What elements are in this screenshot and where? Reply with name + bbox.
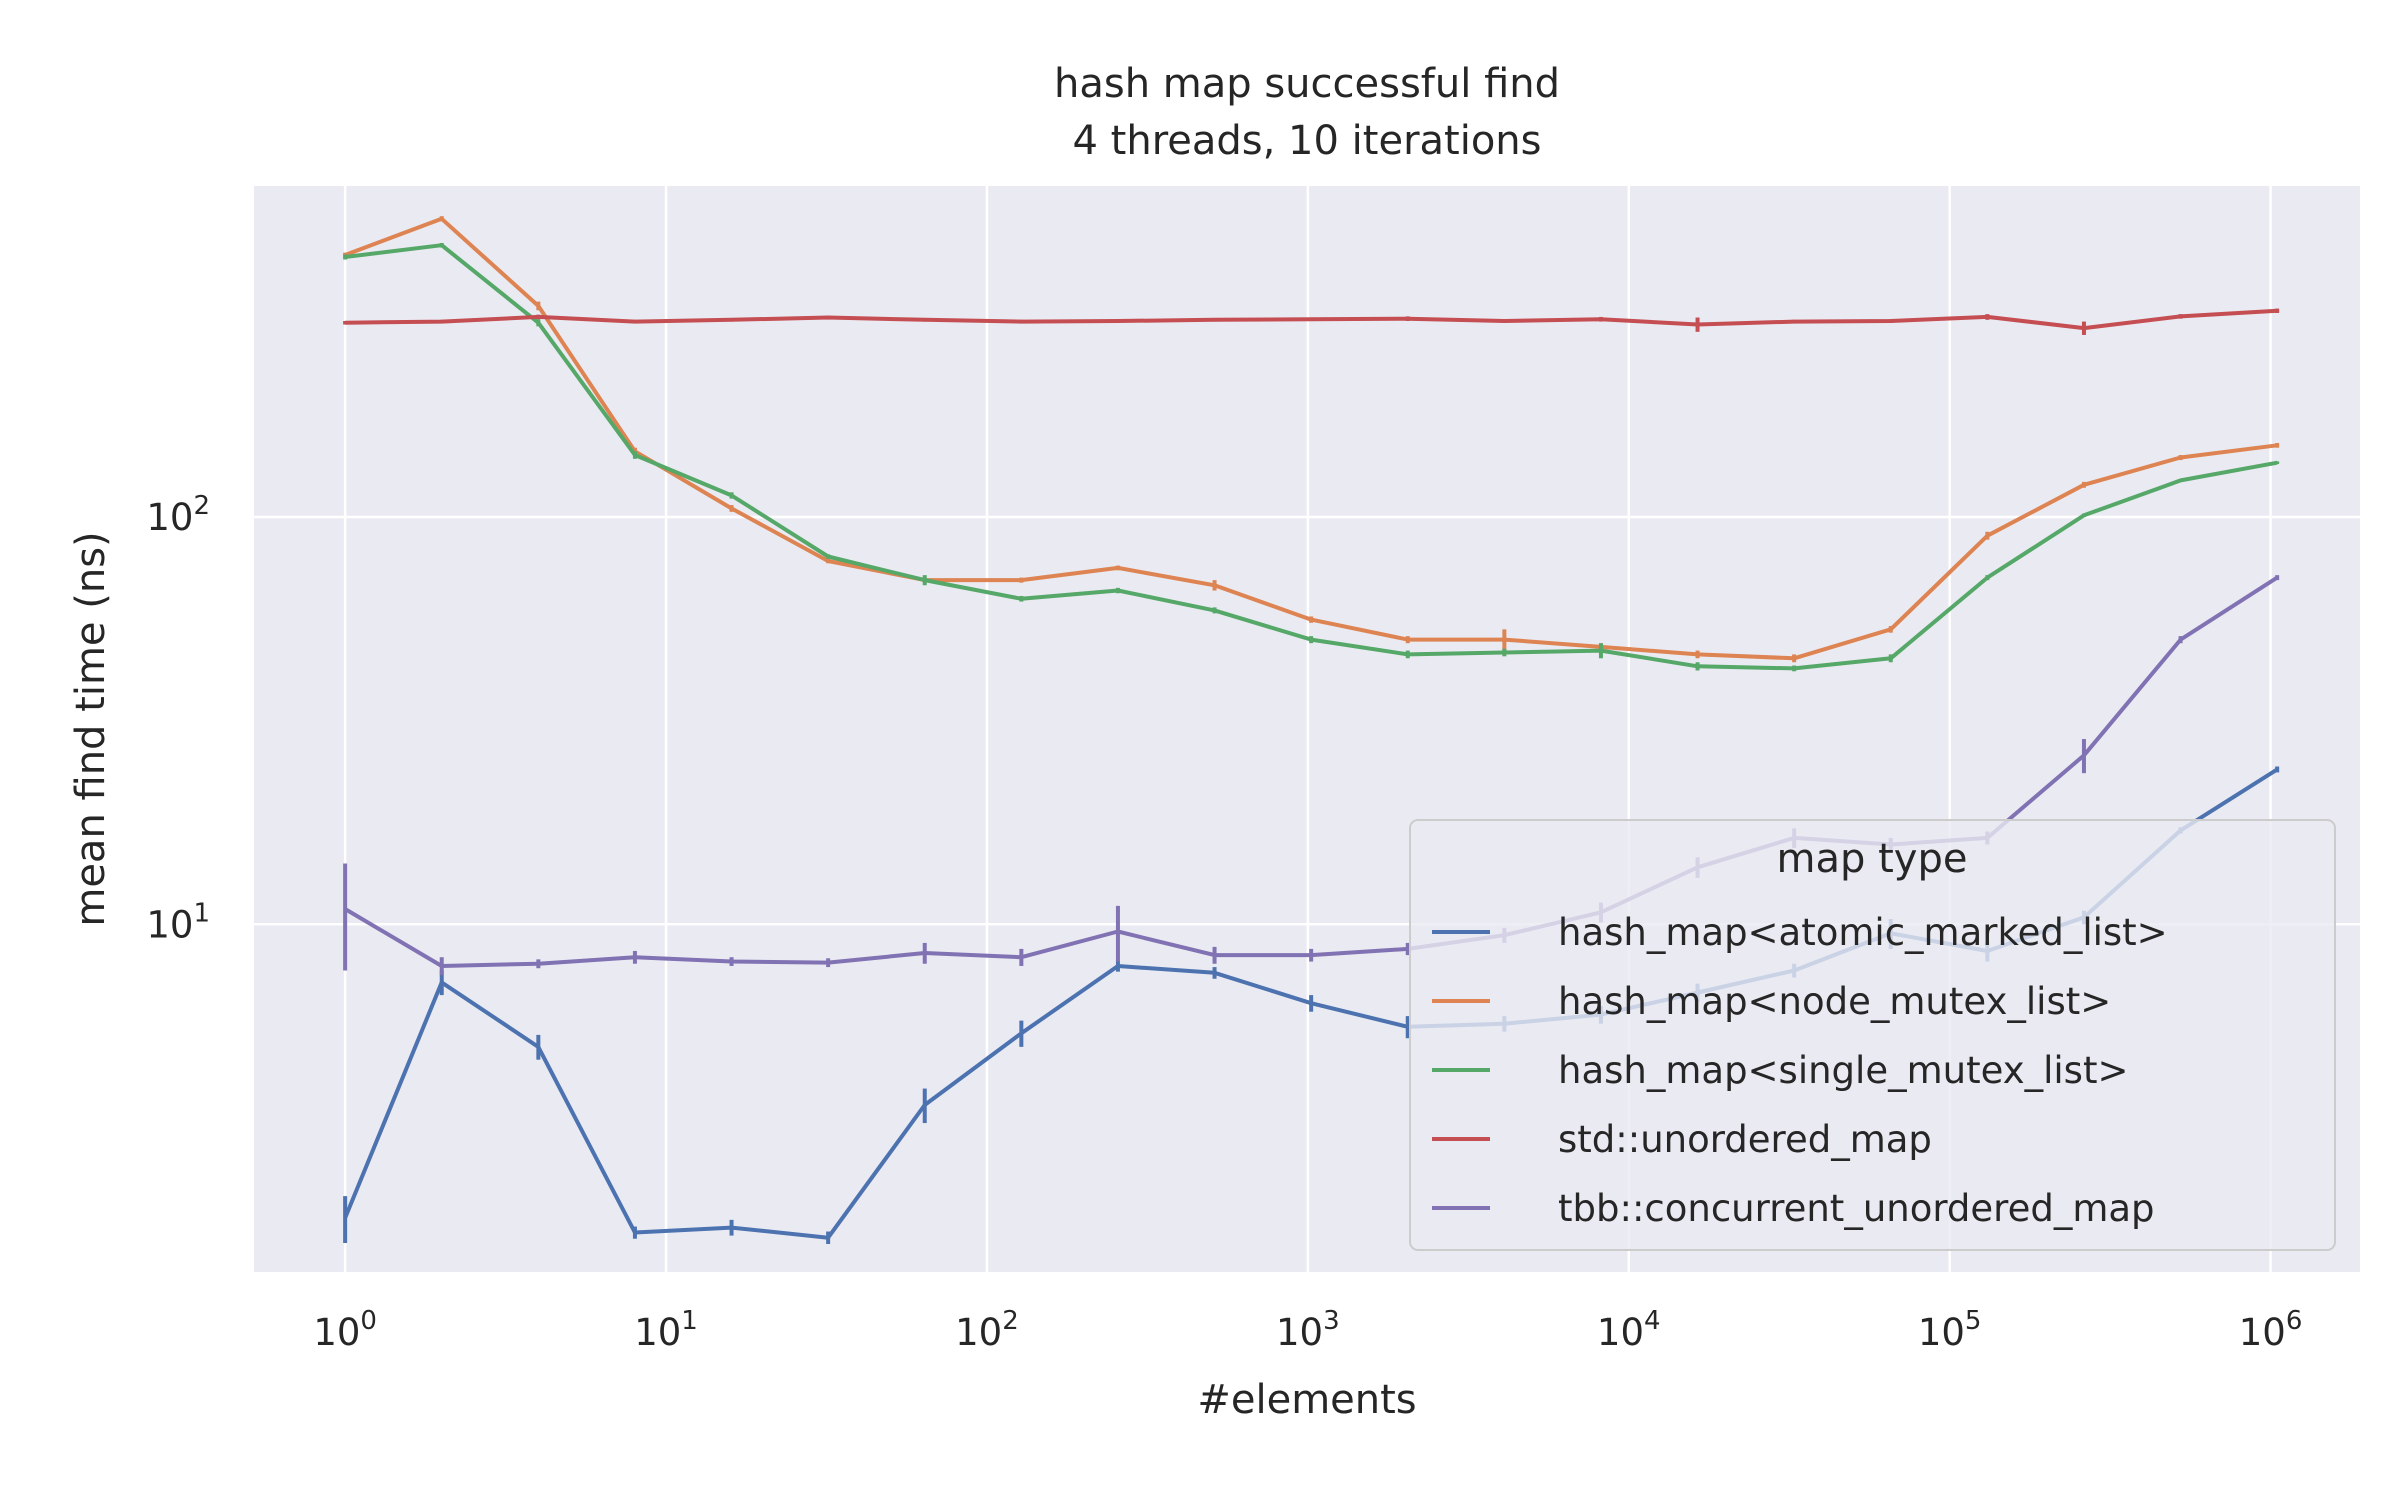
legend-label: hash_map<single_mutex_list> [1558, 1049, 2128, 1092]
legend-title: map type [1777, 836, 1968, 882]
y-tick-label: 102 [146, 491, 210, 539]
legend-label: std::unordered_map [1558, 1118, 1932, 1161]
x-tick-label: 106 [2239, 1306, 2303, 1354]
x-tick-label: 104 [1597, 1306, 1661, 1354]
x-tick-label: 102 [955, 1306, 1019, 1354]
y-axis-label: mean find time (ns) [68, 531, 114, 926]
series-group [343, 308, 2280, 335]
legend: map type hash_map<atomic_marked_list>has… [1409, 819, 2336, 1251]
x-tick-labels: 100 101 102 103 104 105 106 [313, 1306, 2302, 1354]
legend-label: hash_map<node_mutex_list> [1558, 980, 2111, 1023]
series-group [343, 242, 2280, 672]
x-tick-label: 103 [1276, 1306, 1340, 1354]
chart-title-line-2: 4 threads, 10 iterations [1073, 118, 1542, 164]
legend-label: hash_map<atomic_marked_list> [1558, 911, 2168, 954]
y-tick-label: 101 [146, 898, 210, 946]
x-axis-label: #elements [1197, 1377, 1416, 1423]
x-tick-label: 100 [313, 1306, 377, 1354]
chart-title-line-1: hash map successful find [1054, 61, 1560, 107]
y-tick-labels: 101 102 [146, 491, 210, 946]
legend-label: tbb::concurrent_unordered_map [1558, 1187, 2155, 1230]
x-tick-label: 105 [1918, 1306, 1982, 1354]
x-tick-label: 101 [634, 1306, 698, 1354]
legend-box [1409, 819, 2336, 1251]
legend-items: hash_map<atomic_marked_list> hash_map<nod… [1432, 911, 2168, 1230]
